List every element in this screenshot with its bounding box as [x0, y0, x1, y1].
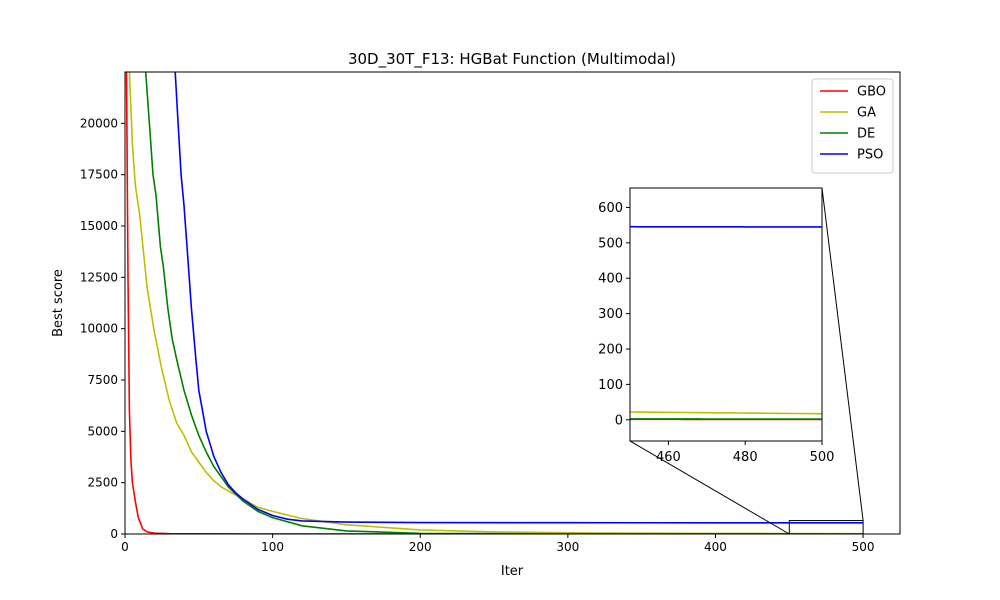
legend-label-ga: GA [857, 106, 876, 121]
x-tick-label: 300 [556, 540, 579, 554]
inset-plot-frame [629, 187, 823, 442]
main-plot-frame [124, 71, 901, 535]
inset-x-tick-label: 500 [810, 450, 835, 465]
y-tick-label: 7500 [87, 373, 118, 387]
y-tick-label: 5000 [87, 424, 118, 438]
chart-title: 30D_30T_F13: HGBat Function (Multimodal) [348, 50, 676, 69]
y-tick-label: 12500 [80, 270, 118, 284]
y-tick-label: 17500 [80, 168, 118, 182]
x-tick-label: 0 [121, 540, 129, 554]
legend-box [811, 78, 894, 174]
inset-y-tick-label: 600 [598, 201, 623, 216]
inset-connector-lines [629, 187, 864, 535]
inset-plot-lines [630, 225, 822, 421]
legend-label-de: DE [857, 127, 875, 142]
inset-x-tick-label: 480 [733, 450, 758, 465]
inset-background [630, 188, 822, 441]
y-tick-label: 20000 [80, 116, 118, 130]
x-tick-label: 400 [704, 540, 727, 554]
legend-label-pso: PSO [857, 148, 883, 163]
x-tick-label: 100 [261, 540, 284, 554]
y-tick-label: 2500 [87, 476, 118, 490]
series-line-ga [128, 72, 864, 534]
x-tick-label: 500 [852, 540, 875, 554]
inset-y-tick-label: 200 [598, 343, 623, 358]
y-axis-label: Best score [51, 269, 66, 337]
x-tick-label: 200 [409, 540, 432, 554]
inset-x-tick-label: 460 [656, 450, 681, 465]
main-x-ticks: 0 100 200 300 400 500 [121, 534, 875, 554]
inset-series-line-ga [630, 411, 822, 415]
inset-y-tick-label: 0 [615, 413, 623, 428]
inset-x-ticks: 460 480 500 [656, 441, 834, 465]
inset-y-tick-label: 500 [598, 236, 623, 251]
y-tick-label: 0 [110, 527, 118, 541]
connector-line-left [629, 440, 790, 535]
legend-label-gbo: GBO [857, 85, 886, 100]
inset-y-tick-label: 300 [598, 307, 623, 322]
series-line-de [144, 72, 864, 534]
y-tick-label: 10000 [80, 322, 118, 336]
y-tick-label: 15000 [80, 219, 118, 233]
legend: GBO GA DE PSO [811, 78, 894, 174]
inset-y-tick-label: 400 [598, 272, 623, 287]
inset-y-tick-label: 100 [598, 378, 623, 393]
connector-line-right [821, 187, 864, 521]
inset-y-ticks: 0 100 200 300 400 500 600 [598, 201, 630, 428]
main-y-ticks: 0 2500 5000 7500 10000 12500 15000 17500 20000 [80, 116, 125, 541]
series-line-pso [174, 72, 864, 524]
x-axis-label: Iter [501, 564, 524, 579]
